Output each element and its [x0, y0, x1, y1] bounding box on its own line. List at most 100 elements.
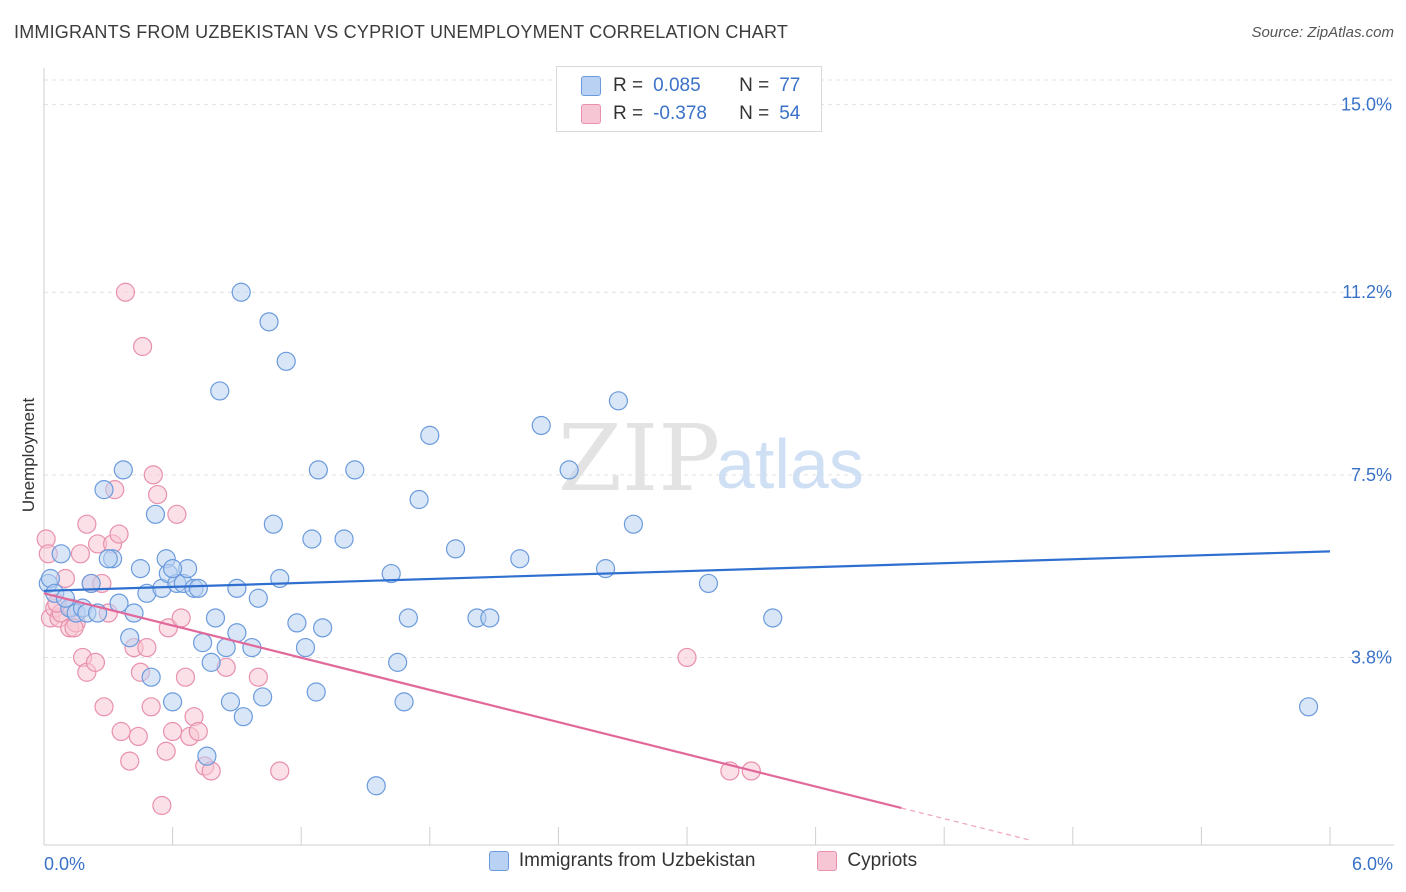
data-point: [263, 514, 283, 534]
trend-line-uzbekistan: [43, 550, 1331, 592]
data-point: [227, 578, 247, 598]
data-point: [409, 489, 429, 510]
data-point: [233, 707, 253, 727]
data-point: [253, 687, 273, 707]
data-point: [156, 741, 176, 761]
data-point: [510, 549, 530, 569]
watermark: ZIP atlas: [558, 405, 864, 512]
data-point: [220, 692, 241, 712]
data-point: [145, 504, 166, 524]
data-point: [394, 692, 414, 712]
data-point: [480, 608, 500, 628]
data-point: [313, 618, 333, 638]
data-point: [132, 336, 153, 357]
tick-labels: 3.8% 7.5% 11.2% 15.0% 0.0% 6.0%: [44, 95, 1393, 874]
data-point: [205, 608, 226, 628]
data-point: [334, 529, 354, 549]
series-uzbekistan: [38, 282, 1319, 796]
data-point: [248, 667, 268, 687]
data-point: [210, 381, 230, 401]
data-point: [193, 633, 213, 653]
y-tick-label: 7.5%: [1351, 465, 1392, 485]
data-point: [388, 652, 408, 672]
data-point: [559, 460, 579, 480]
data-point: [175, 667, 196, 687]
data-point: [137, 637, 157, 658]
data-point: [188, 721, 208, 742]
series-cypriots: [36, 282, 761, 816]
data-point: [677, 647, 697, 668]
data-point: [698, 573, 719, 594]
data-point: [1298, 697, 1319, 717]
data-point: [113, 460, 133, 480]
data-point: [130, 559, 151, 579]
data-point: [763, 608, 783, 628]
data-point: [115, 282, 136, 302]
legend-row-cypriots: R = -0.378 N = 54: [581, 101, 800, 127]
data-point: [445, 539, 466, 559]
legend-row-uzbekistan: R = 0.085 N = 77: [581, 73, 800, 99]
legend-swatch-blue: [581, 76, 601, 96]
legend-r-value: -0.378: [653, 103, 707, 124]
legend-n-label: N =: [739, 103, 770, 124]
trend-lines: [43, 550, 1331, 841]
data-point: [231, 282, 251, 302]
data-point: [98, 549, 118, 569]
data-point: [147, 484, 168, 505]
data-point: [248, 588, 268, 608]
y-axis-title: Unemployment: [19, 398, 38, 513]
stats-legend: R = 0.085 N = 77 R = -0.378 N = 54: [556, 66, 822, 132]
data-point: [531, 415, 551, 436]
y-tick-label: 3.8%: [1351, 647, 1392, 667]
data-point: [197, 746, 217, 766]
legend-swatch-blue: [488, 851, 509, 871]
data-point: [167, 504, 187, 524]
watermark-atlas: atlas: [716, 425, 864, 503]
legend-item-cypriots[interactable]: Cypriots: [817, 850, 917, 872]
watermark-zip: ZIP: [558, 405, 720, 512]
axes: [43, 68, 1394, 846]
y-tick-label: 15.0%: [1341, 95, 1392, 115]
data-point: [120, 628, 140, 648]
data-point: [81, 573, 101, 594]
legend-r-value: 0.085: [653, 75, 701, 96]
chart-source: Source: ZipAtlas.com: [1251, 24, 1394, 41]
data-point: [109, 524, 129, 544]
trend-line-cypriots: [43, 592, 902, 810]
x-tick-label: 6.0%: [1352, 854, 1393, 874]
data-point: [51, 544, 71, 564]
data-point: [171, 608, 191, 628]
data-point: [143, 465, 163, 485]
data-point: [259, 312, 279, 332]
legend-item-uzbekistan[interactable]: Immigrants from Uzbekistan: [488, 850, 755, 872]
data-point: [85, 652, 106, 672]
data-point: [77, 514, 97, 534]
trend-line-cypriots-extension: [901, 807, 1031, 841]
legend-r-label: R =: [613, 103, 644, 124]
data-point: [141, 697, 161, 717]
data-point: [308, 460, 328, 480]
data-point: [163, 692, 183, 712]
data-point: [70, 544, 91, 564]
data-point: [623, 514, 644, 534]
data-point: [306, 682, 326, 702]
data-point: [345, 460, 365, 480]
data-point: [381, 563, 401, 584]
data-point: [111, 721, 131, 742]
legend-label-cypriots: Cypriots: [847, 850, 918, 871]
data-point: [120, 751, 140, 771]
data-point: [270, 761, 290, 781]
legend-n-label: N =: [739, 75, 770, 96]
legend-r-label: R =: [613, 75, 644, 96]
data-point: [124, 603, 144, 623]
series-legend: Immigrants from Uzbekistan Cypriots: [0, 850, 1406, 872]
data-point: [94, 697, 114, 717]
data-point: [152, 795, 172, 816]
data-point: [295, 637, 316, 658]
data-point: [201, 652, 221, 672]
data-point: [608, 391, 629, 411]
data-point: [302, 529, 322, 549]
data-point: [128, 726, 148, 747]
data-point: [141, 667, 161, 687]
